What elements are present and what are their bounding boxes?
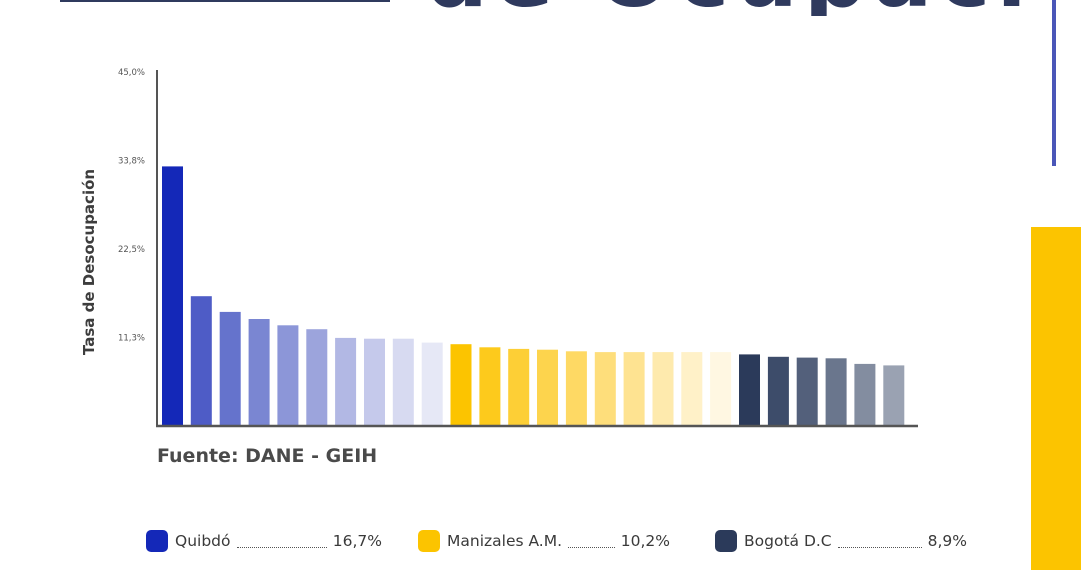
- accent-vertical-line: [1052, 0, 1056, 166]
- bar: [537, 349, 558, 426]
- legend-value: 10,2%: [620, 532, 670, 550]
- y-tick-label: 22,5%: [118, 245, 145, 255]
- legend-name: Bogotá D.C: [744, 532, 832, 550]
- bar: [854, 363, 876, 426]
- legend-swatch: [146, 530, 168, 552]
- bar: [508, 348, 530, 426]
- bar: [739, 354, 760, 426]
- legend-swatch: [418, 530, 440, 552]
- y-ticks: 11,3% 22,5% 33,8% 45,0%: [118, 68, 145, 344]
- title-underline: [60, 0, 390, 2]
- legend-swatch: [715, 530, 737, 552]
- bar: [565, 351, 587, 426]
- source-note: Fuente: DANE - GEIH: [157, 445, 378, 467]
- legend-leader-dots: [837, 546, 922, 548]
- bar: [277, 325, 299, 426]
- legend-item: Bogotá D.C 8,9%: [715, 529, 967, 553]
- y-tick-label: 11,3%: [118, 334, 145, 344]
- bar: [219, 311, 241, 426]
- accent-yellow-block: [1031, 227, 1081, 570]
- bar: [162, 166, 183, 426]
- bar: [479, 347, 501, 426]
- bar: [623, 352, 645, 426]
- bar: [392, 338, 414, 426]
- bar: [450, 344, 472, 426]
- legend-item: Manizales A.M. 10,2%: [418, 529, 670, 553]
- bar: [306, 329, 328, 426]
- bar: [681, 352, 703, 426]
- bar: [190, 296, 212, 426]
- bars: [162, 166, 905, 426]
- legend-item: Quibdó 16,7%: [146, 529, 382, 553]
- bar: [710, 352, 732, 426]
- y-tick-label: 45,0%: [118, 68, 145, 78]
- bar: [652, 352, 674, 426]
- bar: [825, 358, 847, 426]
- legend-name: Quibdó: [175, 532, 231, 550]
- bar: [767, 356, 789, 426]
- legend-value: 16,7%: [332, 532, 382, 550]
- bar: [796, 357, 818, 426]
- legend-value: 8,9%: [927, 532, 967, 550]
- y-axis-label: Tasa de Desocupación: [80, 169, 98, 355]
- bar: [883, 365, 905, 426]
- y-tick-label: 33,8%: [118, 157, 145, 167]
- legend-leader-dots: [236, 546, 327, 548]
- bar: [364, 338, 385, 426]
- legend-leader-dots: [568, 546, 615, 548]
- legend-name: Manizales A.M.: [447, 532, 563, 550]
- bar: [335, 337, 357, 426]
- bar: [594, 352, 616, 426]
- page-title: de Ocupación: [425, 0, 1025, 16]
- bar: [421, 342, 443, 426]
- bar: [248, 319, 270, 426]
